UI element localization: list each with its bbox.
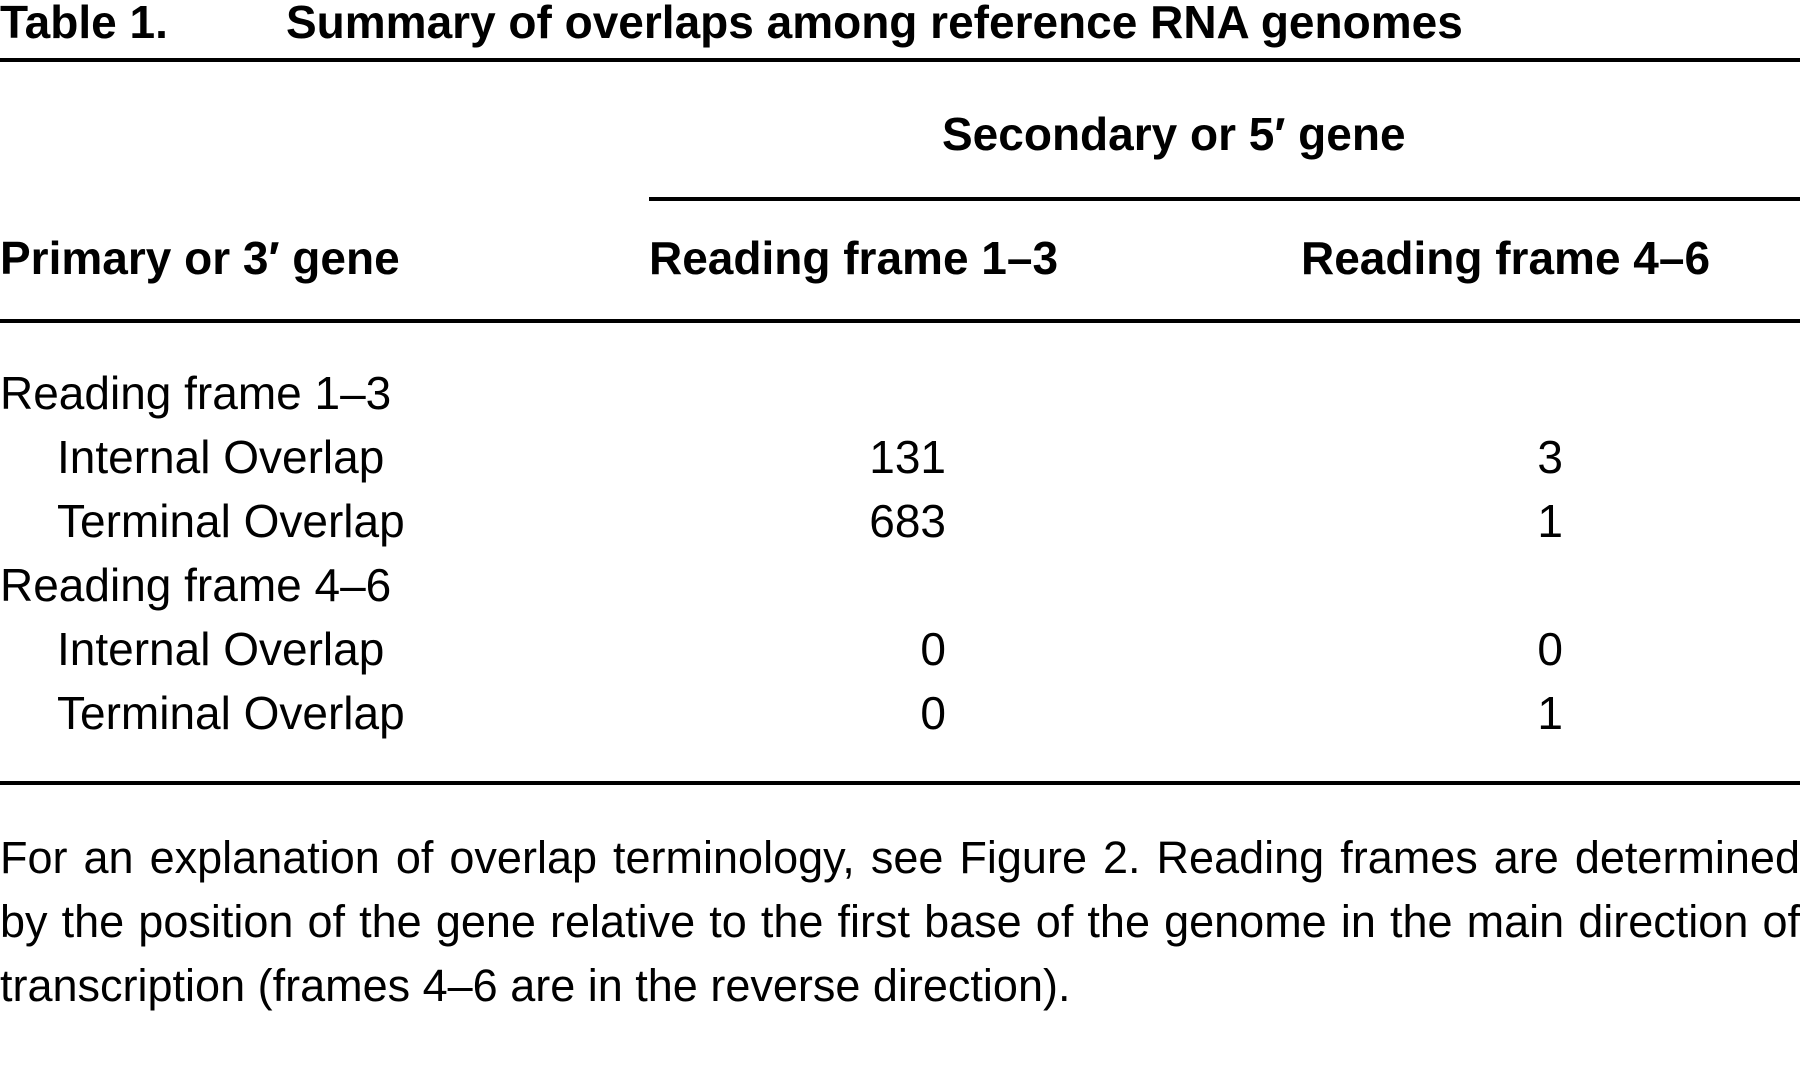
cell-value: 1 <box>1537 495 1563 547</box>
cell-value: 683 <box>869 495 946 547</box>
cell-value: 0 <box>1537 623 1563 675</box>
row-label: Internal Overlap <box>57 431 385 483</box>
cell-value: 3 <box>1537 431 1563 483</box>
footnote: For an explanation of overlap terminolog… <box>0 832 1800 1011</box>
group-label: Reading frame 1–3 <box>0 367 392 419</box>
row-label: Terminal Overlap <box>57 495 405 547</box>
cell-value: 131 <box>869 431 946 483</box>
cell-value: 0 <box>920 687 946 739</box>
table-title: Summary of overlaps among reference RNA … <box>286 0 1463 48</box>
cell-value: 0 <box>920 623 946 675</box>
column-header: Reading frame 1–3 <box>649 232 1059 284</box>
row-label: Terminal Overlap <box>57 687 405 739</box>
header-rule <box>0 319 1800 323</box>
cell-value: 1 <box>1537 687 1563 739</box>
table-label: Table 1. <box>0 0 168 48</box>
column-header: Reading frame 4–6 <box>1301 232 1711 284</box>
column-spanner: Secondary or 5′ gene <box>942 108 1406 160</box>
top-rule <box>0 58 1800 62</box>
bottom-rule <box>0 781 1800 785</box>
column-header: Primary or 3′ gene <box>0 232 400 284</box>
row-label: Internal Overlap <box>57 623 385 675</box>
spanner-rule <box>649 197 1800 201</box>
group-label: Reading frame 4–6 <box>0 559 392 611</box>
